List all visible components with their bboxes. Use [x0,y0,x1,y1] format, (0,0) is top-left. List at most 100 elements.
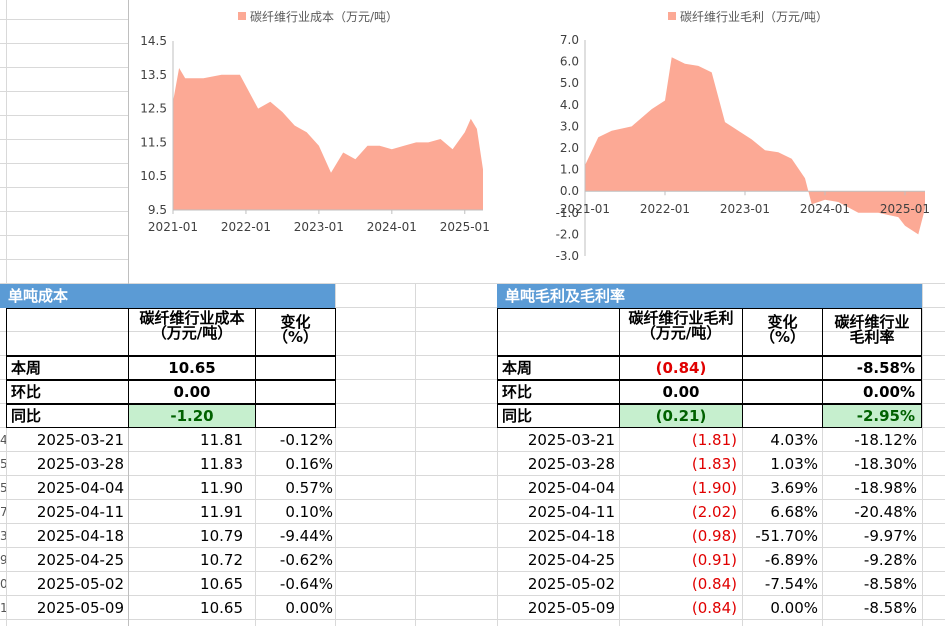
history-margin: (1.81) [691,431,737,449]
history-margin-change: -51.70% [755,527,818,545]
cost-chart: 碳纤维行业成本（万元/吨） 14.5 13.5 12.5 11.5 10.5 9.5 202… [128,0,498,240]
legend-swatch [238,12,246,20]
history-margin-rate: -9.28% [863,551,917,569]
history-date: 2025-04-04 [36,479,124,497]
x-tick-label: 2023-01 [720,202,770,216]
y-tick-label: 7.0 [560,33,579,47]
history-margin-change: 0.00% [770,599,818,617]
x-tick-label: 2022-01 [221,220,271,234]
y-tick-label: 13.5 [140,68,167,82]
history-cost: 11.83 [200,455,243,473]
margin-chart: 碳纤维行业毛利（万元/吨） 7.0 6.0 5.0 4.0 3.0 2.0 1.0 0.0 -1… [540,0,945,270]
y-tick-label: 1.0 [560,163,579,177]
y-tick-label: 12.5 [140,102,167,116]
history-cost: 10.65 [200,599,243,617]
history-date: 2025-05-09 [36,599,124,617]
summary-empty [255,380,336,404]
history-margin-rate: -18.12% [854,431,917,449]
history-date: 2025-04-11 [527,503,615,521]
history-date: 2025-04-25 [527,551,615,569]
summary-empty [255,404,336,428]
x-tick-label: 2025-01 [880,202,930,216]
row-number: 4 [0,433,6,447]
margin-col-header: 碳纤维行业毛利（万元/吨） [619,308,743,356]
history-margin: (1.83) [691,455,737,473]
y-tick-label: -2.0 [556,227,579,241]
margin-rate-col-header: 碳纤维行业毛利率 [822,308,922,356]
history-date: 2025-03-28 [36,455,124,473]
history-margin: (0.98) [691,527,737,545]
y-tick-label: 14.5 [140,34,167,48]
history-date: 2025-05-09 [527,599,615,617]
history-date: 2025-05-02 [36,575,124,593]
cost-col-header: 碳纤维行业成本（万元/吨） [128,308,256,356]
y-tick-label: 4.0 [560,98,579,112]
summary-label-yoy: 同比 [497,404,620,428]
y-tick-label: -1.0 [556,206,579,220]
history-margin: (0.84) [691,599,737,617]
history-margin-change: -6.89% [764,551,818,569]
summary-label-yoy: 同比 [6,404,129,428]
summary-rate-yoy: -2.95% [822,404,922,428]
history-date: 2025-03-21 [36,431,124,449]
summary-empty [255,356,336,380]
y-tick-label: 6.0 [560,55,579,69]
history-margin: (2.02) [691,503,737,521]
x-tick-label: 2024-01 [800,202,850,216]
history-date: 2025-03-28 [527,455,615,473]
cost-table-corner [6,308,129,356]
summary-label-mom: 环比 [6,380,129,404]
history-margin-rate: -20.48% [854,503,917,521]
history-margin-rate: -9.97% [863,527,917,545]
y-tick-label: 0.0 [560,184,579,198]
history-cost-change: 0.16% [285,455,333,473]
history-cost-change: -0.64% [279,575,333,593]
history-margin-rate: -18.30% [854,455,917,473]
history-cost-change: 0.10% [285,503,333,521]
cost-table-header: 单吨成本 [0,284,335,308]
history-margin-rate: -8.58% [863,575,917,593]
history-margin-change: -7.54% [764,575,818,593]
row-number: 5 [0,457,6,471]
margin-table-header: 单吨毛利及毛利率 [497,284,922,308]
summary-rate-mom: 0.00% [822,380,922,404]
chart-legend: 碳纤维行业毛利（万元/吨） [680,10,828,24]
legend-swatch [668,12,676,20]
series-area [585,57,925,235]
history-cost: 10.65 [200,575,243,593]
history-cost-change: -9.44% [279,527,333,545]
row-number: 7 [0,505,6,519]
y-tick-label: 10.5 [140,169,167,183]
row-number: 3 [0,529,6,543]
y-tick-label: -3.0 [556,249,579,263]
history-cost-change: 0.57% [285,479,333,497]
history-date: 2025-04-25 [36,551,124,569]
history-date: 2025-04-04 [527,479,615,497]
summary-margin-yoy: (0.21) [619,404,743,428]
summary-empty [742,380,823,404]
summary-label-week: 本周 [6,356,129,380]
y-tick-label: 9.5 [148,203,167,217]
summary-label-mom: 环比 [497,380,620,404]
summary-value-mom: 0.00 [128,380,256,404]
history-cost-change: 0.00% [285,599,333,617]
x-tick-label: 2023-01 [294,220,344,234]
x-tick-label: 2021-01 [560,202,610,216]
history-cost: 11.90 [200,479,243,497]
summary-rate-week: -8.58% [822,356,922,380]
margin-change-col-header: 变化（%） [742,308,823,356]
summary-margin-mom: 0.00 [619,380,743,404]
row-number: 1 [0,601,6,615]
x-tick-label: 2021-01 [148,220,198,234]
history-cost-change: -0.12% [279,431,333,449]
row-number: 9 [0,553,6,567]
history-cost: 10.79 [200,527,243,545]
y-tick-label: 3.0 [560,119,579,133]
history-margin-rate: -8.58% [863,599,917,617]
history-margin-change: 6.68% [770,503,818,521]
y-tick-label: 11.5 [140,135,167,149]
row-number: 5 [0,481,6,495]
x-tick-label: 2022-01 [640,202,690,216]
history-cost: 10.72 [200,551,243,569]
history-margin: (1.90) [691,479,737,497]
